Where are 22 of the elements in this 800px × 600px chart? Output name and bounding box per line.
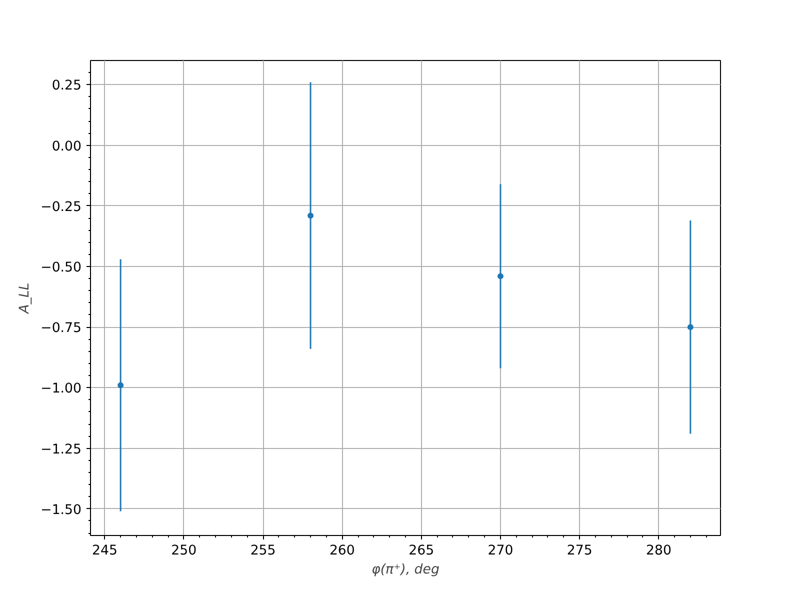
x-tick-label: 280 bbox=[646, 544, 672, 558]
y-tick-label: −1.00 bbox=[40, 382, 82, 397]
point bbox=[308, 212, 314, 219]
x-tick-label: 275 bbox=[566, 544, 592, 558]
y-tick-label: −0.25 bbox=[40, 200, 82, 215]
y-tick-label: −1.50 bbox=[40, 502, 82, 518]
x-tick-label: 270 bbox=[488, 544, 514, 558]
x-tick-label: 250 bbox=[171, 544, 197, 558]
point bbox=[118, 382, 124, 388]
y-axis-title: A_LL bbox=[18, 282, 33, 314]
point bbox=[687, 324, 694, 330]
y-tick-label: 0.25 bbox=[52, 78, 82, 94]
y-tick-label: −0.50 bbox=[40, 260, 82, 276]
x-axis-title: φ(π⁺), deg bbox=[372, 562, 440, 578]
x-tick-label: 245 bbox=[92, 544, 118, 558]
y-tick-label: −1.25 bbox=[40, 442, 82, 458]
x-tick-label: 255 bbox=[250, 544, 276, 558]
x-tick-label: 260 bbox=[329, 544, 355, 558]
y-tick-label: 0.00 bbox=[52, 139, 82, 154]
x-tick-label: 265 bbox=[408, 544, 434, 558]
y-tick-label: −0.75 bbox=[40, 321, 82, 336]
point bbox=[497, 273, 504, 280]
